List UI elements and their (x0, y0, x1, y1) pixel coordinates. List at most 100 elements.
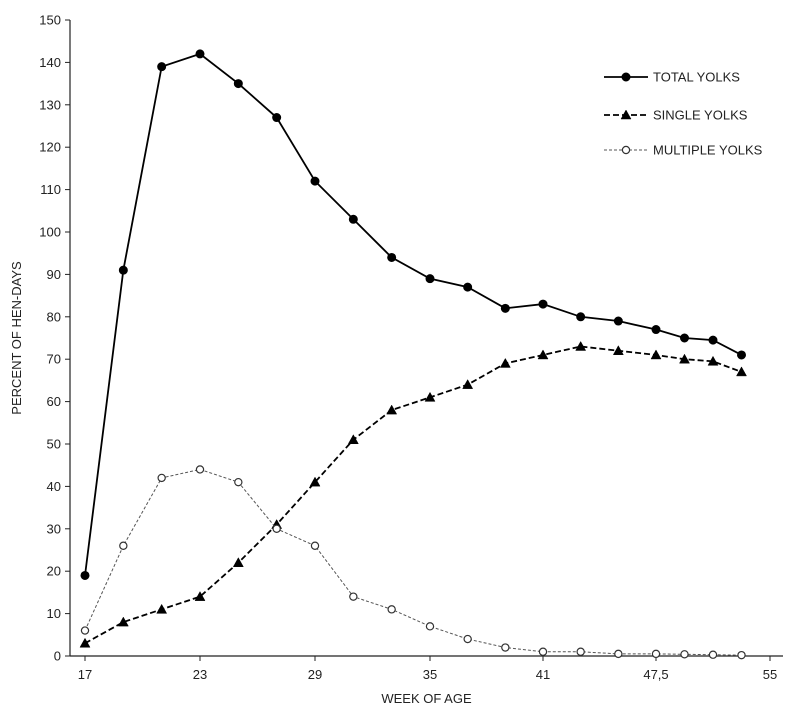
y-tick-label: 30 (47, 521, 61, 536)
legend-marker (621, 145, 631, 155)
data-point (310, 541, 320, 550)
x-tick-label: 55 (763, 667, 777, 682)
data-point (614, 649, 623, 659)
x-tick-label: 41 (536, 667, 550, 682)
legend-marker (621, 72, 631, 82)
legend-label: TOTAL YOLKS (653, 70, 740, 85)
data-point (651, 325, 661, 335)
data-point (387, 252, 397, 262)
data-point (462, 379, 474, 389)
data-point (736, 366, 747, 377)
data-point (576, 647, 585, 656)
series-line (84, 345, 742, 645)
x-axis-title: WEEK OF AGE (381, 691, 472, 706)
y-tick-label: 70 (47, 352, 61, 367)
data-point (680, 333, 689, 343)
legend-item: SINGLE YOLKS (604, 108, 748, 123)
data-point (80, 626, 90, 635)
data-point (613, 316, 623, 326)
data-point (387, 605, 396, 614)
data-point (425, 274, 435, 284)
data-point (538, 299, 548, 309)
data-point (501, 643, 510, 652)
y-tick-label: 20 (47, 564, 61, 579)
y-tick-label: 80 (47, 309, 61, 324)
series-line (84, 52, 742, 576)
y-tick-label: 50 (47, 437, 61, 452)
data-point (157, 62, 167, 72)
data-point (233, 79, 243, 89)
x-tick-label: 17 (78, 667, 92, 682)
data-point (707, 355, 719, 366)
data-point (537, 349, 549, 360)
data-point (118, 265, 128, 275)
data-point (272, 524, 281, 534)
legend-label: MULTIPLE YOLKS (653, 143, 763, 158)
y-tick-label: 140 (39, 55, 61, 70)
legend-item: TOTAL YOLKS (604, 70, 740, 85)
legend-marker (620, 109, 632, 120)
axes: 0 10 20 30 40 50 60 70 80 90 100 110 120 130 140 150 17 2… (39, 13, 783, 682)
data-point (424, 391, 436, 402)
x-tick-label: 35 (423, 667, 437, 682)
data-point (119, 541, 128, 550)
y-tick-label: 100 (39, 225, 61, 240)
data-point (680, 650, 689, 659)
data-point (309, 476, 321, 487)
y-tick-label: 40 (47, 479, 61, 494)
data-point (80, 570, 90, 580)
data-point (463, 282, 473, 292)
data-point (272, 113, 282, 123)
data-point (651, 649, 661, 659)
data-point (232, 557, 244, 567)
data-point (708, 650, 718, 659)
data-point (425, 622, 435, 631)
data-point (708, 335, 718, 345)
data-point (194, 591, 206, 601)
data-point (612, 345, 624, 355)
data-point (157, 473, 166, 483)
y-tick-label: 10 (47, 606, 61, 621)
data-point (737, 350, 746, 360)
data-point (79, 637, 91, 648)
y-axis-title: PERCENT OF HEN-DAYS (9, 261, 24, 415)
data-point (679, 353, 690, 364)
legend-label: SINGLE YOLKS (653, 108, 748, 123)
x-tick-label: 23 (193, 667, 207, 682)
data-point (195, 49, 205, 59)
y-tick-label: 150 (39, 13, 61, 28)
x-tick-label: 29 (308, 667, 322, 682)
data-point (500, 303, 510, 313)
y-tick-label: 120 (39, 140, 61, 155)
y-tick-label: 0 (54, 649, 61, 664)
data-point (499, 357, 511, 368)
data-point (538, 647, 548, 656)
legend: TOTAL YOLKS SINGLE YOLKS MULTIPLE YOLKS (604, 70, 763, 158)
series-line (84, 468, 742, 656)
data-point (576, 312, 586, 322)
data-point (310, 176, 320, 186)
y-tick-label: 130 (39, 97, 61, 112)
y-tick-label: 110 (40, 182, 61, 197)
data-point (463, 634, 472, 644)
data-point (650, 349, 662, 360)
data-point (156, 603, 168, 614)
data-point (234, 477, 243, 487)
x-tick-label: 47,5 (643, 667, 668, 682)
y-tick-label: 60 (47, 394, 61, 409)
series-multiple-yolks (80, 465, 746, 660)
legend-item: MULTIPLE YOLKS (604, 143, 763, 158)
series-total-yolks (80, 49, 746, 580)
data-point (195, 465, 205, 474)
data-point (347, 434, 359, 445)
data-point (737, 650, 746, 660)
data-point (348, 214, 358, 224)
y-tick-label: 90 (47, 267, 61, 282)
data-point (386, 404, 398, 415)
data-point (575, 340, 587, 351)
data-point (349, 592, 358, 601)
series-single-yolks (79, 340, 747, 648)
data-point (117, 616, 129, 627)
series-layer (79, 49, 747, 660)
